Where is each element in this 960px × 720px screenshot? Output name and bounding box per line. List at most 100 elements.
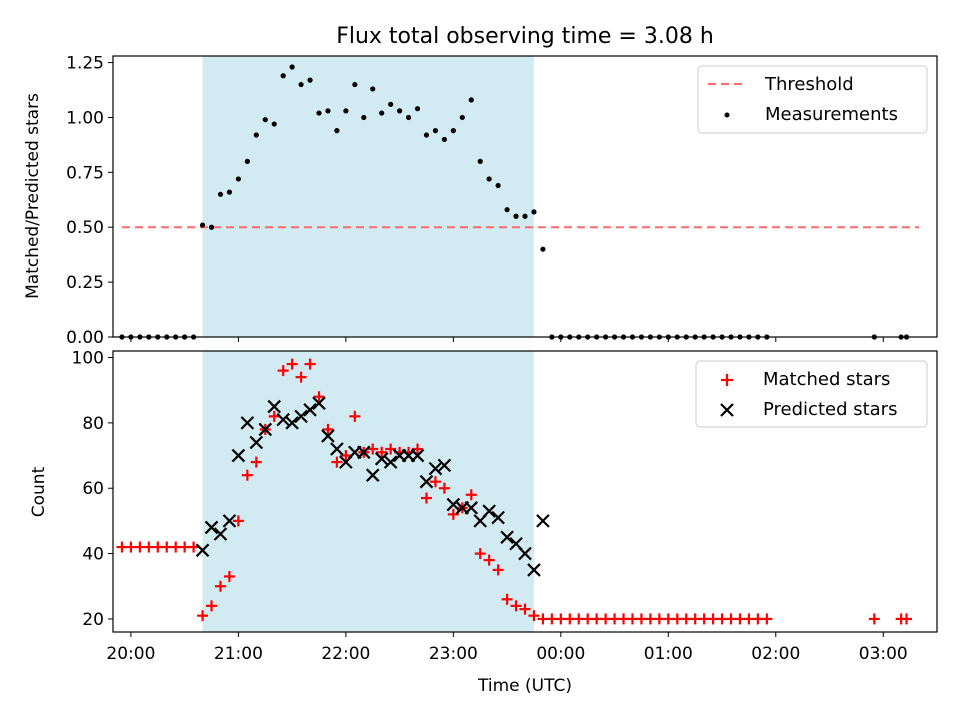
predicted-star-point [383, 455, 398, 469]
measurement-point [450, 128, 456, 134]
matched-star-point [420, 492, 432, 504]
count-axis-ticks: 20 40 60 80 100 [72, 349, 113, 630]
predicted-star-point [446, 497, 461, 512]
time-axis-tick-label: 01:00 [644, 644, 693, 664]
ratio-axis-tick-label: 0.75 [66, 163, 104, 183]
time-axis: 20:00 21:00 22:00 23:00 00:00 01:00 02:00 03:00 [106, 337, 908, 664]
count-axis-tick-label: 60 [82, 479, 104, 499]
ratio-axis-tick-label: 1.25 [66, 54, 104, 74]
predicted-star-point [294, 409, 308, 424]
measurement-point [235, 176, 241, 182]
ratio-axis-tick-label: 0.25 [66, 273, 104, 293]
measurement-point [289, 64, 295, 70]
predicted-star-point [204, 520, 219, 535]
matched-star-point [868, 613, 880, 625]
predicted-star-point [303, 403, 317, 417]
legend-count: Matched stars Predicted stars [695, 360, 928, 428]
predicted-star-point [437, 458, 452, 473]
measurement-point [477, 158, 483, 164]
legend-measurement-swatch [724, 112, 730, 118]
matched-star-point [492, 564, 504, 576]
matched-star-point [250, 456, 262, 468]
matched-star-point [429, 476, 441, 488]
matched-star-point [197, 610, 209, 622]
measurement-point [540, 246, 546, 252]
matched-star-point [901, 613, 913, 625]
matched-star-point [761, 613, 773, 625]
predicted-stars-points [195, 396, 550, 577]
legend-matched-label: Matched stars [763, 369, 890, 390]
measurement-point [280, 73, 286, 79]
matched-star-point [519, 603, 531, 615]
measurement-point [343, 108, 349, 114]
matched-star-point [438, 482, 450, 494]
matched-star-point [313, 391, 325, 403]
measurement-point [405, 114, 412, 121]
measurement-point [397, 108, 403, 114]
measurement-point [388, 101, 394, 107]
count-axis-tick-label: 20 [82, 610, 104, 630]
legend-ratio-box [697, 65, 928, 134]
measurement-point [334, 128, 340, 134]
predicted-star-point [222, 514, 237, 528]
matched-star-point [367, 443, 379, 455]
measurement-point [352, 81, 358, 88]
measurement-point [522, 213, 528, 219]
predicted-star-point [213, 527, 228, 541]
matched-star-point [277, 365, 289, 377]
matched-star-point [232, 515, 244, 527]
legend-count-box [695, 360, 928, 428]
matched-stars-points [116, 358, 913, 625]
count-axis-tick-label: 100 [72, 349, 104, 369]
matched-star-point [295, 371, 307, 383]
measurement-point [423, 132, 430, 138]
matched-star-point [241, 469, 253, 481]
predicted-star-point [258, 422, 273, 437]
measurement-point [208, 224, 215, 230]
measurement-point [432, 128, 439, 134]
predicted-star-point [374, 452, 389, 466]
matched-star-point [349, 410, 361, 422]
time-axis-tick-label: 20:00 [106, 644, 155, 664]
predicted-star-point [428, 461, 443, 476]
legend-predicted-label: Predicted stars [763, 399, 897, 420]
matched-star-point [304, 358, 316, 370]
ratio-axis-tick-label: 0.00 [66, 328, 104, 348]
predicted-star-point [321, 429, 335, 443]
matched-star-point [331, 456, 343, 468]
measurement-point [513, 213, 519, 219]
measurement-point [370, 86, 376, 92]
chart-title: Flux total observing time = 3.08 h [336, 24, 714, 49]
measurement-point [253, 132, 259, 138]
measurement-point [199, 222, 206, 228]
time-axis-tick-label: 02:00 [751, 644, 800, 664]
ratio-axis-label: Matched/Predicted stars [23, 93, 43, 299]
predicted-star-point [285, 416, 299, 430]
matched-star-point [188, 541, 200, 553]
ratio-axis-tick-label: 0.50 [66, 218, 104, 238]
matched-star-point [465, 489, 477, 501]
legend-predicted-swatch [720, 403, 734, 417]
predicted-star-point [330, 442, 344, 456]
time-axis-tick-label: 21:00 [214, 644, 263, 664]
matched-star-point [474, 548, 486, 560]
predicted-star-point [482, 504, 496, 518]
time-axis-label: Time (UTC) [477, 676, 572, 696]
predicted-star-point [195, 543, 210, 558]
measurement-point [325, 108, 331, 114]
time-axis-tick-label: 22:00 [321, 644, 370, 664]
time-axis-tick-label: 23:00 [429, 644, 478, 664]
measurement-point [244, 158, 250, 164]
legend-matched-swatch [721, 374, 733, 386]
predicted-star-point [365, 468, 380, 482]
predicted-star-point [527, 563, 541, 577]
matched-star-point [501, 593, 513, 605]
legend-ratio: Threshold Measurements [697, 65, 928, 134]
measurement-point [531, 209, 537, 215]
time-axis-tick-label: 03:00 [859, 644, 908, 664]
panel-count: 20 40 60 80 100 Count Matched stars Predicte… [29, 349, 938, 633]
observing-window-bottom [202, 351, 534, 632]
measurement-point [504, 207, 510, 213]
measurement-point [379, 110, 385, 116]
